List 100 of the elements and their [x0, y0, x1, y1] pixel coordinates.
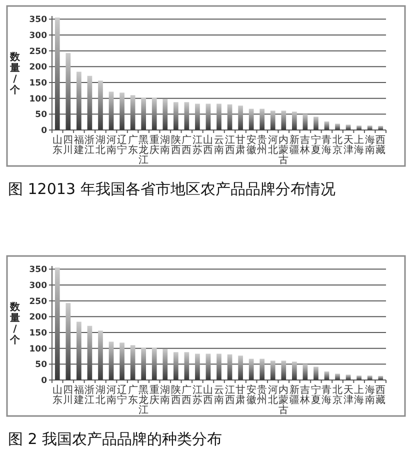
- x-tick-label: 青海: [322, 384, 332, 406]
- x-tick-label: 河北: [268, 384, 278, 406]
- bar: [238, 356, 243, 380]
- bar: [248, 108, 254, 130]
- y-tick-label: 50: [35, 360, 48, 370]
- bar: [260, 108, 265, 130]
- bar: [270, 360, 276, 380]
- bar: [281, 360, 286, 380]
- bar: [324, 121, 330, 130]
- x-tick-label: 福建: [72, 134, 84, 156]
- bar: [98, 80, 103, 130]
- bar: [335, 124, 340, 130]
- caption: 图 2 我国农产品品牌的种类分布: [8, 430, 222, 448]
- x-tick-label: 天津: [343, 385, 354, 406]
- x-tick-label: 海南: [364, 384, 375, 406]
- bar: [216, 354, 222, 380]
- x-tick-label: 江西: [224, 134, 235, 156]
- bar: [302, 114, 308, 130]
- bar: [130, 95, 136, 130]
- bar: [98, 330, 103, 380]
- x-tick-label: 甘肃: [236, 384, 246, 406]
- y-tick-label: 200: [29, 312, 48, 323]
- y-tick-label: 300: [29, 31, 48, 41]
- bar: [378, 126, 384, 130]
- x-tick-label: 四川: [63, 135, 74, 156]
- bar: [281, 110, 286, 130]
- bar: [356, 376, 362, 380]
- bar: [162, 98, 168, 130]
- x-tick-label: 江西: [224, 384, 235, 406]
- bar: [367, 376, 372, 380]
- x-tick-label: 浙江: [84, 134, 95, 156]
- x-tick-label: 辽宁: [117, 134, 128, 156]
- x-tick-label: 河北: [268, 134, 278, 156]
- x-tick-label: 陕西: [170, 134, 181, 156]
- bar: [302, 364, 308, 380]
- x-tick-label: 贵州: [257, 384, 268, 406]
- x-tick-label: 云南: [214, 135, 224, 156]
- x-tick-label: 北京: [332, 134, 343, 156]
- bar: [378, 376, 384, 380]
- bar: [162, 348, 168, 380]
- bar: [108, 342, 114, 380]
- bar: [173, 102, 178, 130]
- x-tick-label: 黑龙江: [138, 135, 149, 166]
- x-tick-label: 江苏: [192, 134, 202, 156]
- bar: [184, 352, 190, 380]
- x-tick-label: 江苏: [192, 384, 202, 406]
- bar: [195, 354, 200, 380]
- bar: [206, 104, 211, 130]
- x-tick-label: 安徽: [246, 134, 256, 156]
- bar: [270, 110, 276, 130]
- bar: [173, 352, 178, 380]
- bar: [324, 371, 330, 380]
- bar: [367, 126, 372, 130]
- x-tick-label: 宁夏: [310, 384, 321, 406]
- x-tick-label: 广东: [128, 134, 138, 156]
- y-tick-label: 150: [29, 78, 48, 88]
- y-tick-label: 300: [29, 281, 48, 291]
- bar: [108, 92, 114, 130]
- bar: [346, 374, 351, 380]
- x-tick-label: 湖南: [160, 134, 170, 156]
- bar: [292, 112, 297, 130]
- x-tick-label: 湖南: [160, 384, 170, 406]
- y-tick-label: 350: [29, 265, 48, 276]
- y-axis-title: 数量/个: [9, 301, 21, 346]
- x-tick-label: 新疆: [289, 134, 300, 156]
- x-tick-label: 上海: [354, 134, 364, 156]
- bar: [227, 104, 232, 130]
- bar: [206, 354, 211, 380]
- bar: [227, 354, 232, 380]
- y-tick-label: 250: [29, 296, 48, 307]
- bar: [141, 98, 146, 130]
- x-tick-label: 青海: [322, 134, 332, 156]
- x-tick-label: 天津: [343, 135, 354, 156]
- x-tick-label: 西藏: [376, 135, 386, 156]
- bar: [152, 98, 157, 130]
- x-tick-label: 山东: [52, 384, 62, 406]
- bar: [76, 322, 82, 380]
- bar: [120, 342, 124, 380]
- bar: [346, 124, 351, 130]
- bar: [76, 72, 82, 130]
- x-tick-label: 四川: [63, 385, 74, 406]
- bar: [356, 126, 362, 130]
- bar: [54, 18, 60, 130]
- bar: [152, 348, 157, 380]
- x-tick-label: 吉林: [299, 134, 310, 156]
- y-tick-label: 250: [29, 46, 48, 57]
- x-tick-label: 新疆: [289, 384, 300, 406]
- bar: [314, 116, 318, 130]
- x-tick-label: 陕西: [170, 384, 181, 406]
- x-tick-label: 福建: [72, 384, 84, 406]
- x-tick-label: 广西: [182, 384, 192, 406]
- x-tick-label: 内蒙古: [278, 384, 289, 416]
- x-tick-label: 黑龙江: [138, 385, 149, 416]
- bar: [66, 303, 71, 380]
- x-tick-label: 辽宁: [117, 384, 128, 406]
- bar: [87, 76, 92, 130]
- bar: [238, 106, 243, 130]
- x-tick-label: 吉林: [299, 384, 310, 406]
- y-tick-label: 150: [29, 328, 48, 338]
- x-tick-label: 内蒙古: [278, 134, 289, 166]
